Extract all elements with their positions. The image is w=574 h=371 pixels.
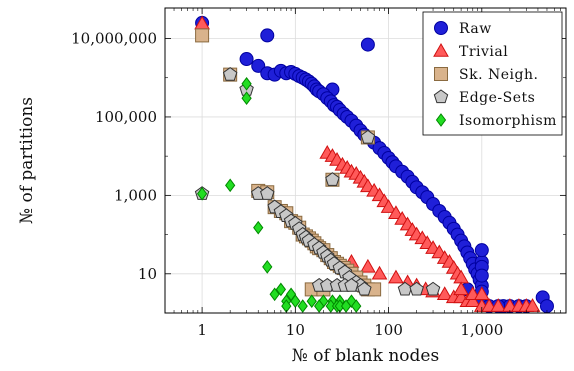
legend: Raw Trivial Sk. Neigh. Edge-Sets Isomorphism <box>422 11 563 136</box>
legend-label: Edge-Sets <box>459 90 535 106</box>
data-point <box>371 265 388 280</box>
data-point <box>473 286 490 301</box>
data-point <box>474 268 489 283</box>
y-tick-label: 100,000 <box>95 108 157 126</box>
data-point <box>297 299 308 313</box>
legend-label: Sk. Neigh. <box>459 67 538 83</box>
y-tick-label: 10,000,000 <box>71 30 157 48</box>
data-point <box>453 281 469 296</box>
data-point <box>195 28 210 43</box>
legend-marker <box>433 42 449 57</box>
data-point <box>241 76 252 91</box>
data-point <box>260 28 275 43</box>
y-tick-label: 1,000 <box>114 186 157 204</box>
data-point <box>314 299 325 313</box>
data-point <box>360 258 376 273</box>
data-point <box>260 186 275 200</box>
data-point <box>360 37 375 52</box>
x-axis-title: № of blank nodes <box>292 346 439 366</box>
data-point <box>388 205 404 219</box>
series-edge-sets <box>194 67 441 296</box>
data-point <box>351 299 362 313</box>
x-tick-label: 10 <box>286 321 305 339</box>
series-raw <box>195 15 554 314</box>
legend-label: Isomorphism <box>459 113 557 129</box>
data-point <box>388 269 404 284</box>
legend-label: Raw <box>459 21 492 37</box>
data-point <box>490 298 507 312</box>
legend-label: Trivial <box>459 44 508 60</box>
data-point <box>425 281 441 296</box>
data-point <box>241 91 252 106</box>
data-point <box>357 281 372 296</box>
data-point <box>251 58 266 73</box>
legend-marker <box>434 21 448 35</box>
legend-marker <box>434 67 448 81</box>
data-point <box>275 282 287 297</box>
data-point <box>222 67 238 81</box>
data-point <box>262 260 273 274</box>
data-point <box>474 243 489 258</box>
data-points <box>194 15 554 314</box>
data-point <box>436 286 453 301</box>
y-axis-title: № of partitions <box>17 97 37 224</box>
data-point <box>225 178 236 193</box>
data-point <box>409 281 424 296</box>
data-point <box>253 220 264 235</box>
data-point <box>360 129 376 144</box>
x-tick-label: 100 <box>374 321 403 339</box>
data-point <box>340 299 352 313</box>
x-tick-label: 1,000 <box>460 321 503 339</box>
data-point <box>464 293 481 307</box>
data-point <box>325 172 340 186</box>
data-point <box>196 186 208 201</box>
series-trivial <box>194 15 541 312</box>
tick-labels: 1 10 100 1,000 10 1,000 100,000 10,000,000 <box>71 30 503 339</box>
data-point <box>239 52 254 67</box>
data-point <box>344 277 359 292</box>
legend-marker <box>435 113 447 127</box>
data-point <box>306 294 317 309</box>
plot-frame <box>164 7 567 314</box>
data-point <box>269 287 280 302</box>
data-point <box>524 298 541 312</box>
data-point <box>380 199 397 213</box>
legend-marker <box>433 89 449 104</box>
y-tick-label: 10 <box>138 265 157 283</box>
x-tick-label: 1 <box>197 321 207 339</box>
series-isomorphism <box>196 76 362 313</box>
